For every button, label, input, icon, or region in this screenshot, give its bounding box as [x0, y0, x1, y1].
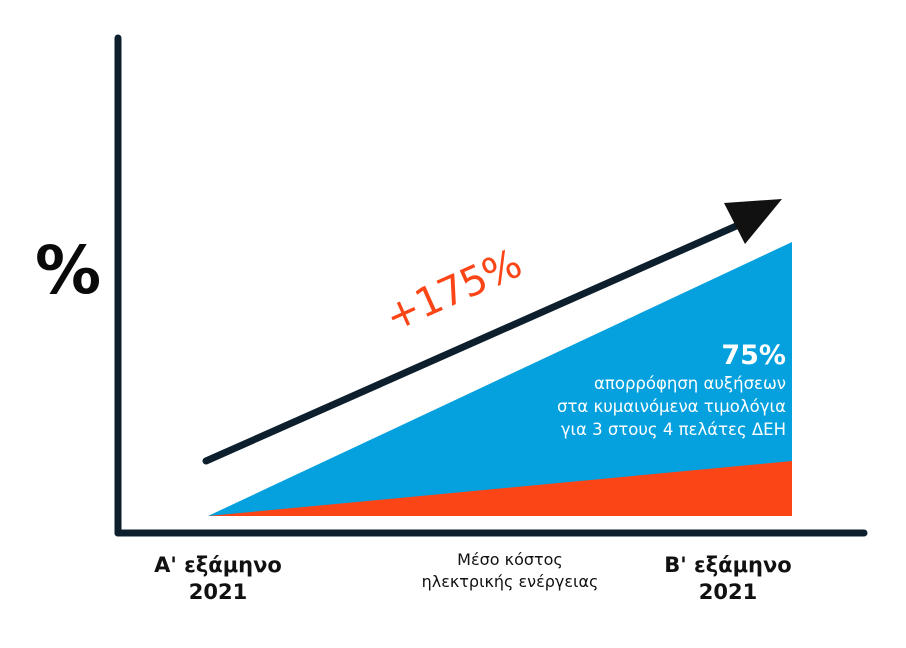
- x-label-first-half: Α' εξάμηνο 2021: [128, 552, 308, 606]
- blue-area: [208, 242, 792, 516]
- absorption-note: 75% απορρόφηση αυξήσεων στα κυμαινόμενα …: [557, 340, 786, 441]
- absorption-value: 75%: [721, 340, 786, 371]
- absorption-line-3: για 3 στους 4 πελάτες ΔΕΗ: [560, 420, 786, 439]
- orange-area: [208, 461, 792, 516]
- x-label-second-half: Β' εξάμηνο 2021: [638, 552, 818, 606]
- x-label-first-half-line1: Α' εξάμηνο: [154, 553, 282, 577]
- x-label-first-half-line2: 2021: [188, 580, 248, 604]
- x-label-second-half-line2: 2021: [698, 580, 758, 604]
- x-label-second-half-line1: Β' εξάμηνο: [664, 553, 792, 577]
- absorption-line-1: απορρόφηση αυξήσεων: [594, 374, 786, 393]
- x-axis-title-line2: ηλεκτρικής ενέργειας: [421, 572, 599, 591]
- y-axis-label: %: [35, 232, 102, 309]
- x-axis-title: Μέσο κόστος ηλεκτρικής ενέργειας: [380, 549, 640, 593]
- x-axis-title-line1: Μέσο κόστος: [457, 550, 563, 569]
- trend-arrow-line: [202, 215, 756, 465]
- trend-arrowhead-icon: [724, 199, 782, 244]
- absorption-line-2: στα κυμαινόμενα τιμολόγια: [556, 397, 786, 416]
